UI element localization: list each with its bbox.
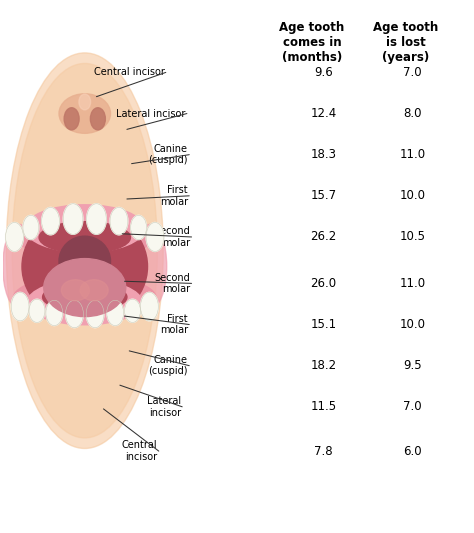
Ellipse shape [125, 299, 140, 322]
Text: 11.0: 11.0 [400, 148, 426, 161]
Ellipse shape [64, 108, 79, 130]
Ellipse shape [131, 215, 146, 240]
Ellipse shape [11, 292, 29, 321]
Ellipse shape [42, 207, 59, 235]
Ellipse shape [59, 236, 110, 286]
Ellipse shape [29, 299, 45, 322]
Ellipse shape [87, 204, 106, 235]
Ellipse shape [146, 222, 164, 252]
Ellipse shape [27, 280, 142, 325]
Text: First
molar: First molar [160, 314, 188, 335]
Text: 26.2: 26.2 [310, 230, 337, 244]
Text: 10.5: 10.5 [400, 230, 426, 244]
Ellipse shape [23, 215, 39, 240]
Text: 8.0: 8.0 [403, 107, 422, 120]
Ellipse shape [140, 292, 158, 321]
Ellipse shape [43, 282, 127, 312]
Text: 10.0: 10.0 [400, 189, 426, 203]
Text: Canine
(cuspid): Canine (cuspid) [148, 355, 188, 376]
Ellipse shape [17, 216, 153, 259]
Text: 18.3: 18.3 [310, 148, 337, 161]
Ellipse shape [65, 300, 83, 328]
Text: Central
incisor: Central incisor [122, 440, 157, 462]
Text: 12.4: 12.4 [310, 107, 337, 120]
Ellipse shape [107, 300, 124, 326]
Ellipse shape [39, 222, 130, 253]
Text: Lateral
incisor: Lateral incisor [146, 396, 181, 417]
Text: Second
molar: Second molar [155, 226, 190, 248]
Text: 15.7: 15.7 [310, 189, 337, 203]
Ellipse shape [79, 94, 91, 110]
Text: 11.5: 11.5 [310, 400, 337, 413]
Text: 18.2: 18.2 [310, 359, 337, 372]
Ellipse shape [44, 259, 126, 317]
Text: 7.0: 7.0 [403, 400, 422, 413]
Text: 10.0: 10.0 [400, 318, 426, 331]
Text: Second
molar: Second molar [155, 272, 190, 294]
Ellipse shape [61, 280, 90, 301]
Ellipse shape [22, 210, 147, 323]
Text: 9.6: 9.6 [314, 66, 333, 79]
Ellipse shape [46, 300, 63, 326]
Ellipse shape [6, 53, 163, 448]
Ellipse shape [13, 275, 156, 321]
Text: 9.5: 9.5 [403, 359, 422, 372]
Text: 26.0: 26.0 [310, 277, 337, 290]
Text: 7.0: 7.0 [403, 66, 422, 79]
Text: Age tooth
comes in
(months): Age tooth comes in (months) [279, 21, 345, 64]
Text: First
molar: First molar [160, 185, 188, 207]
Text: Central incisor: Central incisor [93, 67, 164, 77]
Ellipse shape [86, 300, 104, 328]
Text: Age tooth
is lost
(years): Age tooth is lost (years) [373, 21, 438, 64]
Text: 15.1: 15.1 [310, 318, 337, 331]
Text: Canine
(cuspid): Canine (cuspid) [148, 144, 188, 165]
Ellipse shape [91, 108, 105, 130]
Text: 6.0: 6.0 [403, 445, 422, 458]
Ellipse shape [12, 63, 157, 438]
Ellipse shape [59, 94, 110, 133]
Ellipse shape [6, 222, 23, 252]
Text: 7.8: 7.8 [314, 445, 333, 458]
Ellipse shape [80, 280, 108, 301]
Ellipse shape [63, 204, 83, 235]
Ellipse shape [134, 224, 167, 309]
Text: Lateral incisor: Lateral incisor [116, 109, 185, 118]
Ellipse shape [25, 205, 145, 252]
Text: 11.0: 11.0 [400, 277, 426, 290]
Ellipse shape [3, 224, 36, 309]
Ellipse shape [110, 207, 128, 235]
